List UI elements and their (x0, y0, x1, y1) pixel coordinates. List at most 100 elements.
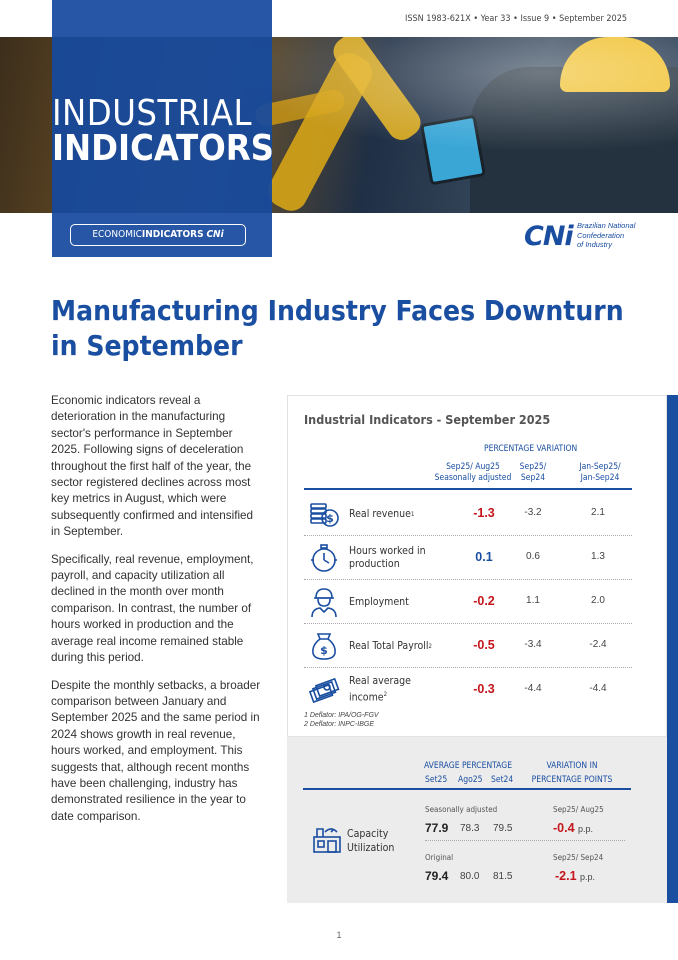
original-pp: -2.1 p.p. (555, 869, 595, 883)
indicator-label: Employment (349, 580, 409, 624)
monthly-variation: -0.3 (473, 682, 495, 696)
monthly-variation: 0.1 (475, 550, 493, 564)
seasonal-ago25: 78.3 (460, 823, 480, 834)
col-header-year-1: Sep25/ (519, 462, 547, 472)
cash-stack-icon (308, 677, 340, 704)
coins-icon: $ (310, 503, 339, 527)
money-bag-icon: $ (312, 633, 336, 660)
seasonal-pp: -0.4 p.p. (553, 821, 593, 835)
col-header-year-2: Sep24 (520, 473, 546, 483)
ytd-variation: 2.0 (591, 595, 605, 606)
original-pp-value: -2.1 (555, 869, 577, 883)
col-header-month-2: Seasonally adjusted (434, 473, 512, 483)
original-ago25: 80.0 (460, 871, 480, 882)
seasonal-label: Seasonally adjusted (425, 805, 498, 814)
col-header-year: Sep25/ Sep24 (513, 462, 553, 484)
monthly-variation: -1.3 (473, 506, 495, 520)
headline: Manufacturing Industry Faces Downturn in… (51, 294, 624, 362)
pill-text: ECONOMIC (92, 229, 142, 240)
monthly-variation: -0.2 (473, 594, 495, 608)
publication-title-line2: INDICATORS (52, 128, 275, 169)
original-set24: 81.5 (493, 871, 513, 882)
col-header-ytd-2: Jan-Sep24 (580, 473, 620, 483)
issn-line: ISSN 1983-621X • Year 33 • Issue 9 • Sep… (404, 14, 627, 24)
footnote-1: 1 Deflator: IPA/OG-FGV (304, 712, 379, 719)
capacity-rule (303, 788, 631, 790)
col-header-ytd-1: Jan-Sep25/ (579, 462, 621, 472)
label-text: Real Total Payroll (349, 639, 429, 652)
indicator-row: Hours worked in production 0.1 0.6 1.3 (304, 536, 632, 580)
pill-brand: CNi (206, 229, 224, 240)
monthly-variation: -0.5 (473, 638, 495, 652)
seasonal-set24: 79.5 (493, 823, 513, 834)
indicators-panel: Industrial Indicators - September 2025 P… (287, 395, 667, 903)
seasonal-set25: 77.9 (425, 821, 449, 835)
ytd-variation: 1.3 (591, 551, 605, 562)
pp-variation-header-2: PERCENTAGE POINTS (531, 775, 613, 785)
stopwatch-icon (311, 544, 337, 572)
paragraph-1: Economic indicators reveal a deteriorati… (51, 394, 254, 539)
paragraph-2: Specifically, real revenue, employment, … (51, 552, 254, 665)
col-set24: Set24 (491, 775, 514, 785)
header-rule (304, 488, 632, 490)
factory-gauge-icon (313, 828, 341, 853)
ytd-variation: -4.4 (589, 683, 607, 694)
col-header-month-1: Sep25/ Aug25 (446, 462, 500, 472)
yearly-variation: 1.1 (526, 595, 540, 606)
footnote-mark: 1 (410, 510, 415, 518)
pill-bold: INDICATORS (141, 229, 204, 240)
cni-tagline-2: Confederation (577, 230, 625, 240)
col-set25: Set25 (425, 775, 448, 785)
label-text: Hours worked in production (349, 545, 426, 570)
svg-text:$: $ (326, 512, 334, 525)
side-stripe (667, 395, 678, 903)
indicator-row: Real average income2 -0.3 -4.4 -4.4 (304, 668, 632, 712)
original-label: Original (425, 853, 454, 862)
cni-tagline: Brazilian National Confederation of Indu… (577, 221, 635, 250)
percentage-variation-header: PERCENTAGE VARIATION (484, 444, 578, 454)
capacity-label-2: Utilization (347, 842, 395, 854)
label-text: Real average income (349, 675, 411, 704)
publication-title-line1: INDUSTRIAL (52, 93, 252, 134)
ytd-variation: -2.4 (589, 639, 607, 650)
cni-logo: CNi (524, 221, 574, 252)
indicator-row: Employment -0.2 1.1 2.0 (304, 580, 632, 624)
seasonal-comparison: Sep25/ Aug25 (553, 805, 604, 814)
paragraph-3: Despite the monthly setbacks, a broader … (51, 678, 261, 823)
capacity-label: Capacity Utilization (347, 827, 394, 855)
indicators-table: Industrial Indicators - September 2025 P… (287, 395, 667, 737)
pp-variation-header-1: VARIATION IN (546, 761, 598, 771)
indicator-label: Real Total Payroll 2 (349, 624, 432, 668)
capacity-divider (425, 840, 625, 841)
title-panel (52, 0, 272, 257)
pp-unit: p.p. (578, 824, 594, 834)
capacity-label-1: Capacity (347, 828, 389, 840)
label-text: Employment (349, 595, 409, 608)
indicator-label: Hours worked in production (349, 536, 439, 580)
col-ago25: Ago25 (458, 775, 483, 785)
pp-unit: p.p. (580, 872, 596, 882)
footnote-mark: 2 (383, 691, 388, 699)
original-set25: 79.4 (425, 869, 449, 883)
label-text: Real revenue (349, 507, 411, 520)
indicator-row: $ Real Total Payroll 2 -0.5 -3.4 -2.4 (304, 624, 632, 668)
average-percentage-header: AVERAGE PERCENTAGE (423, 761, 513, 771)
indicator-row: $ Real revenue 1 -1.3 -3.2 2.1 (304, 492, 632, 536)
page-number: 1 (336, 930, 342, 940)
col-header-month: Sep25/ Aug25 Seasonally adjusted (428, 462, 518, 484)
worker-icon (311, 588, 337, 618)
indicator-label: Real revenue 1 (349, 492, 414, 536)
cni-tagline-1: Brazilian National (577, 221, 636, 230)
ytd-variation: 2.1 (591, 507, 605, 518)
yearly-variation: -3.2 (524, 507, 542, 518)
body-text: Economic indicators reveal a deteriorati… (51, 393, 261, 836)
economic-indicators-pill: ECONOMICINDICATORS CNi (70, 224, 246, 246)
panel-title: Industrial Indicators - September 2025 (304, 412, 551, 427)
yearly-variation: -3.4 (524, 639, 542, 650)
svg-text:$: $ (320, 644, 328, 657)
yearly-variation: 0.6 (526, 551, 540, 562)
original-comparison: Sep25/ Sep24 (553, 853, 604, 862)
seasonal-pp-value: -0.4 (553, 821, 575, 835)
footnote-2: 2 Deflator: INPC-IBGE (304, 721, 375, 728)
col-header-ytd: Jan-Sep25/ Jan-Sep24 (570, 462, 630, 484)
